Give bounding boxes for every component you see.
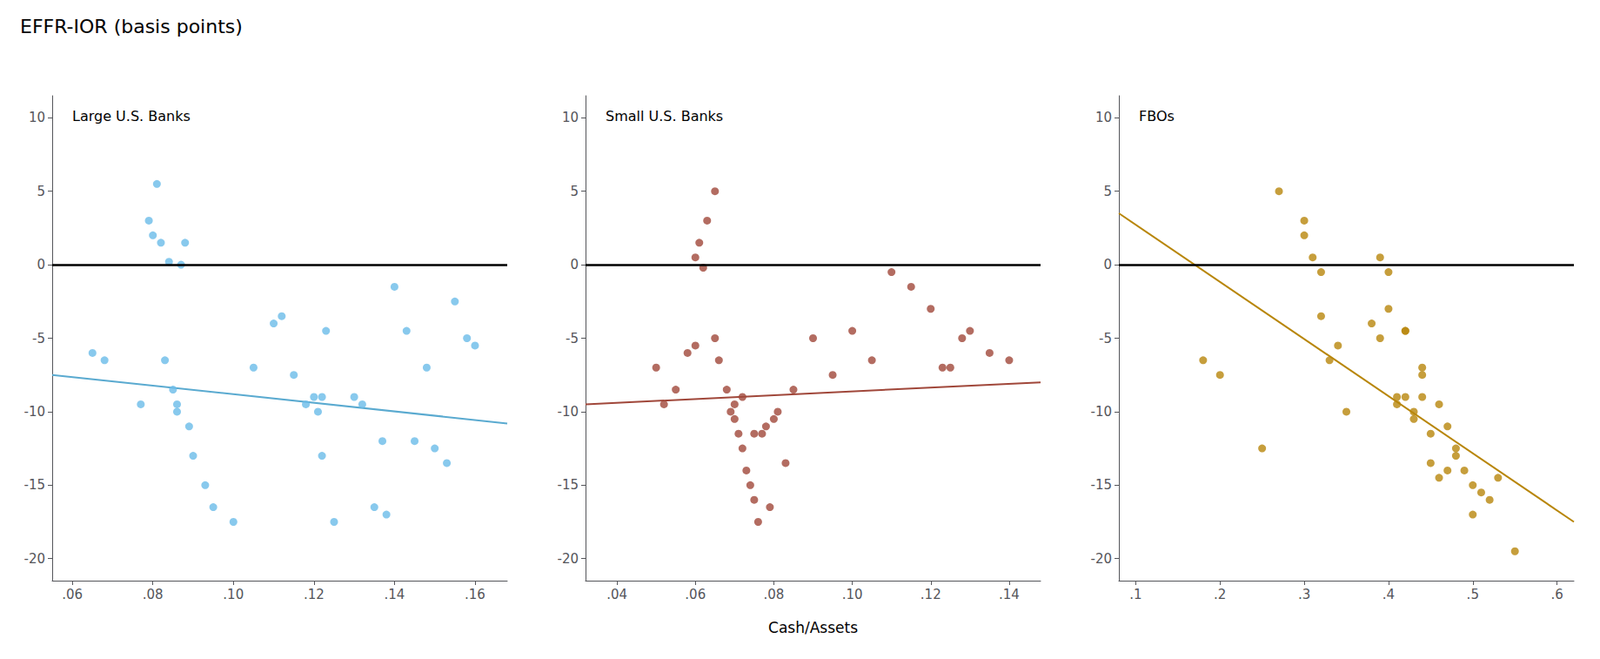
svg-text:10: 10 xyxy=(562,109,579,126)
svg-text:.14: .14 xyxy=(383,586,405,603)
svg-text:-20: -20 xyxy=(24,550,47,567)
svg-text:0: 0 xyxy=(569,256,579,273)
svg-text:-10: -10 xyxy=(557,403,580,420)
svg-text:EFFR-IOR (basis points): EFFR-IOR (basis points) xyxy=(20,15,243,38)
svg-text:-5: -5 xyxy=(565,330,579,347)
svg-text:-5: -5 xyxy=(32,330,46,347)
svg-text:.12: .12 xyxy=(303,586,325,603)
svg-text:.06: .06 xyxy=(61,586,83,603)
svg-text:10: 10 xyxy=(28,109,46,126)
svg-text:.6: .6 xyxy=(1550,586,1563,603)
svg-text:.1: .1 xyxy=(1129,586,1142,603)
svg-text:.06: .06 xyxy=(684,586,706,603)
svg-text:0: 0 xyxy=(36,256,46,273)
svg-text:.4: .4 xyxy=(1382,586,1395,603)
svg-text:.10: .10 xyxy=(222,586,244,603)
svg-text:.08: .08 xyxy=(142,586,164,603)
svg-text:-5: -5 xyxy=(1098,330,1112,347)
svg-text:5: 5 xyxy=(1103,183,1112,200)
svg-text:-10: -10 xyxy=(24,403,47,420)
svg-text:5: 5 xyxy=(569,183,579,200)
svg-text:-15: -15 xyxy=(24,476,47,493)
svg-text:.08: .08 xyxy=(763,586,784,603)
svg-text:.10: .10 xyxy=(842,586,864,603)
svg-text:.14: .14 xyxy=(998,586,1020,603)
svg-text:.12: .12 xyxy=(920,586,942,603)
svg-text:Cash/Assets: Cash/Assets xyxy=(768,618,858,636)
svg-text:.16: .16 xyxy=(464,586,486,603)
svg-text:5: 5 xyxy=(36,183,46,200)
svg-text:10: 10 xyxy=(1095,109,1112,126)
svg-text:Small U.S. Banks: Small U.S. Banks xyxy=(605,107,724,125)
svg-text:.5: .5 xyxy=(1466,586,1480,603)
svg-text:.04: .04 xyxy=(606,586,628,603)
svg-text:-20: -20 xyxy=(557,550,580,567)
svg-text:-20: -20 xyxy=(1091,550,1113,567)
svg-text:0: 0 xyxy=(1103,256,1112,273)
svg-text:-15: -15 xyxy=(1091,476,1113,493)
svg-text:-15: -15 xyxy=(557,476,580,493)
svg-text:FBOs: FBOs xyxy=(1138,107,1175,125)
svg-text:-10: -10 xyxy=(1091,403,1113,420)
svg-text:Large U.S. Banks: Large U.S. Banks xyxy=(72,107,191,125)
svg-text:.2: .2 xyxy=(1213,586,1226,603)
svg-text:.3: .3 xyxy=(1298,586,1311,603)
